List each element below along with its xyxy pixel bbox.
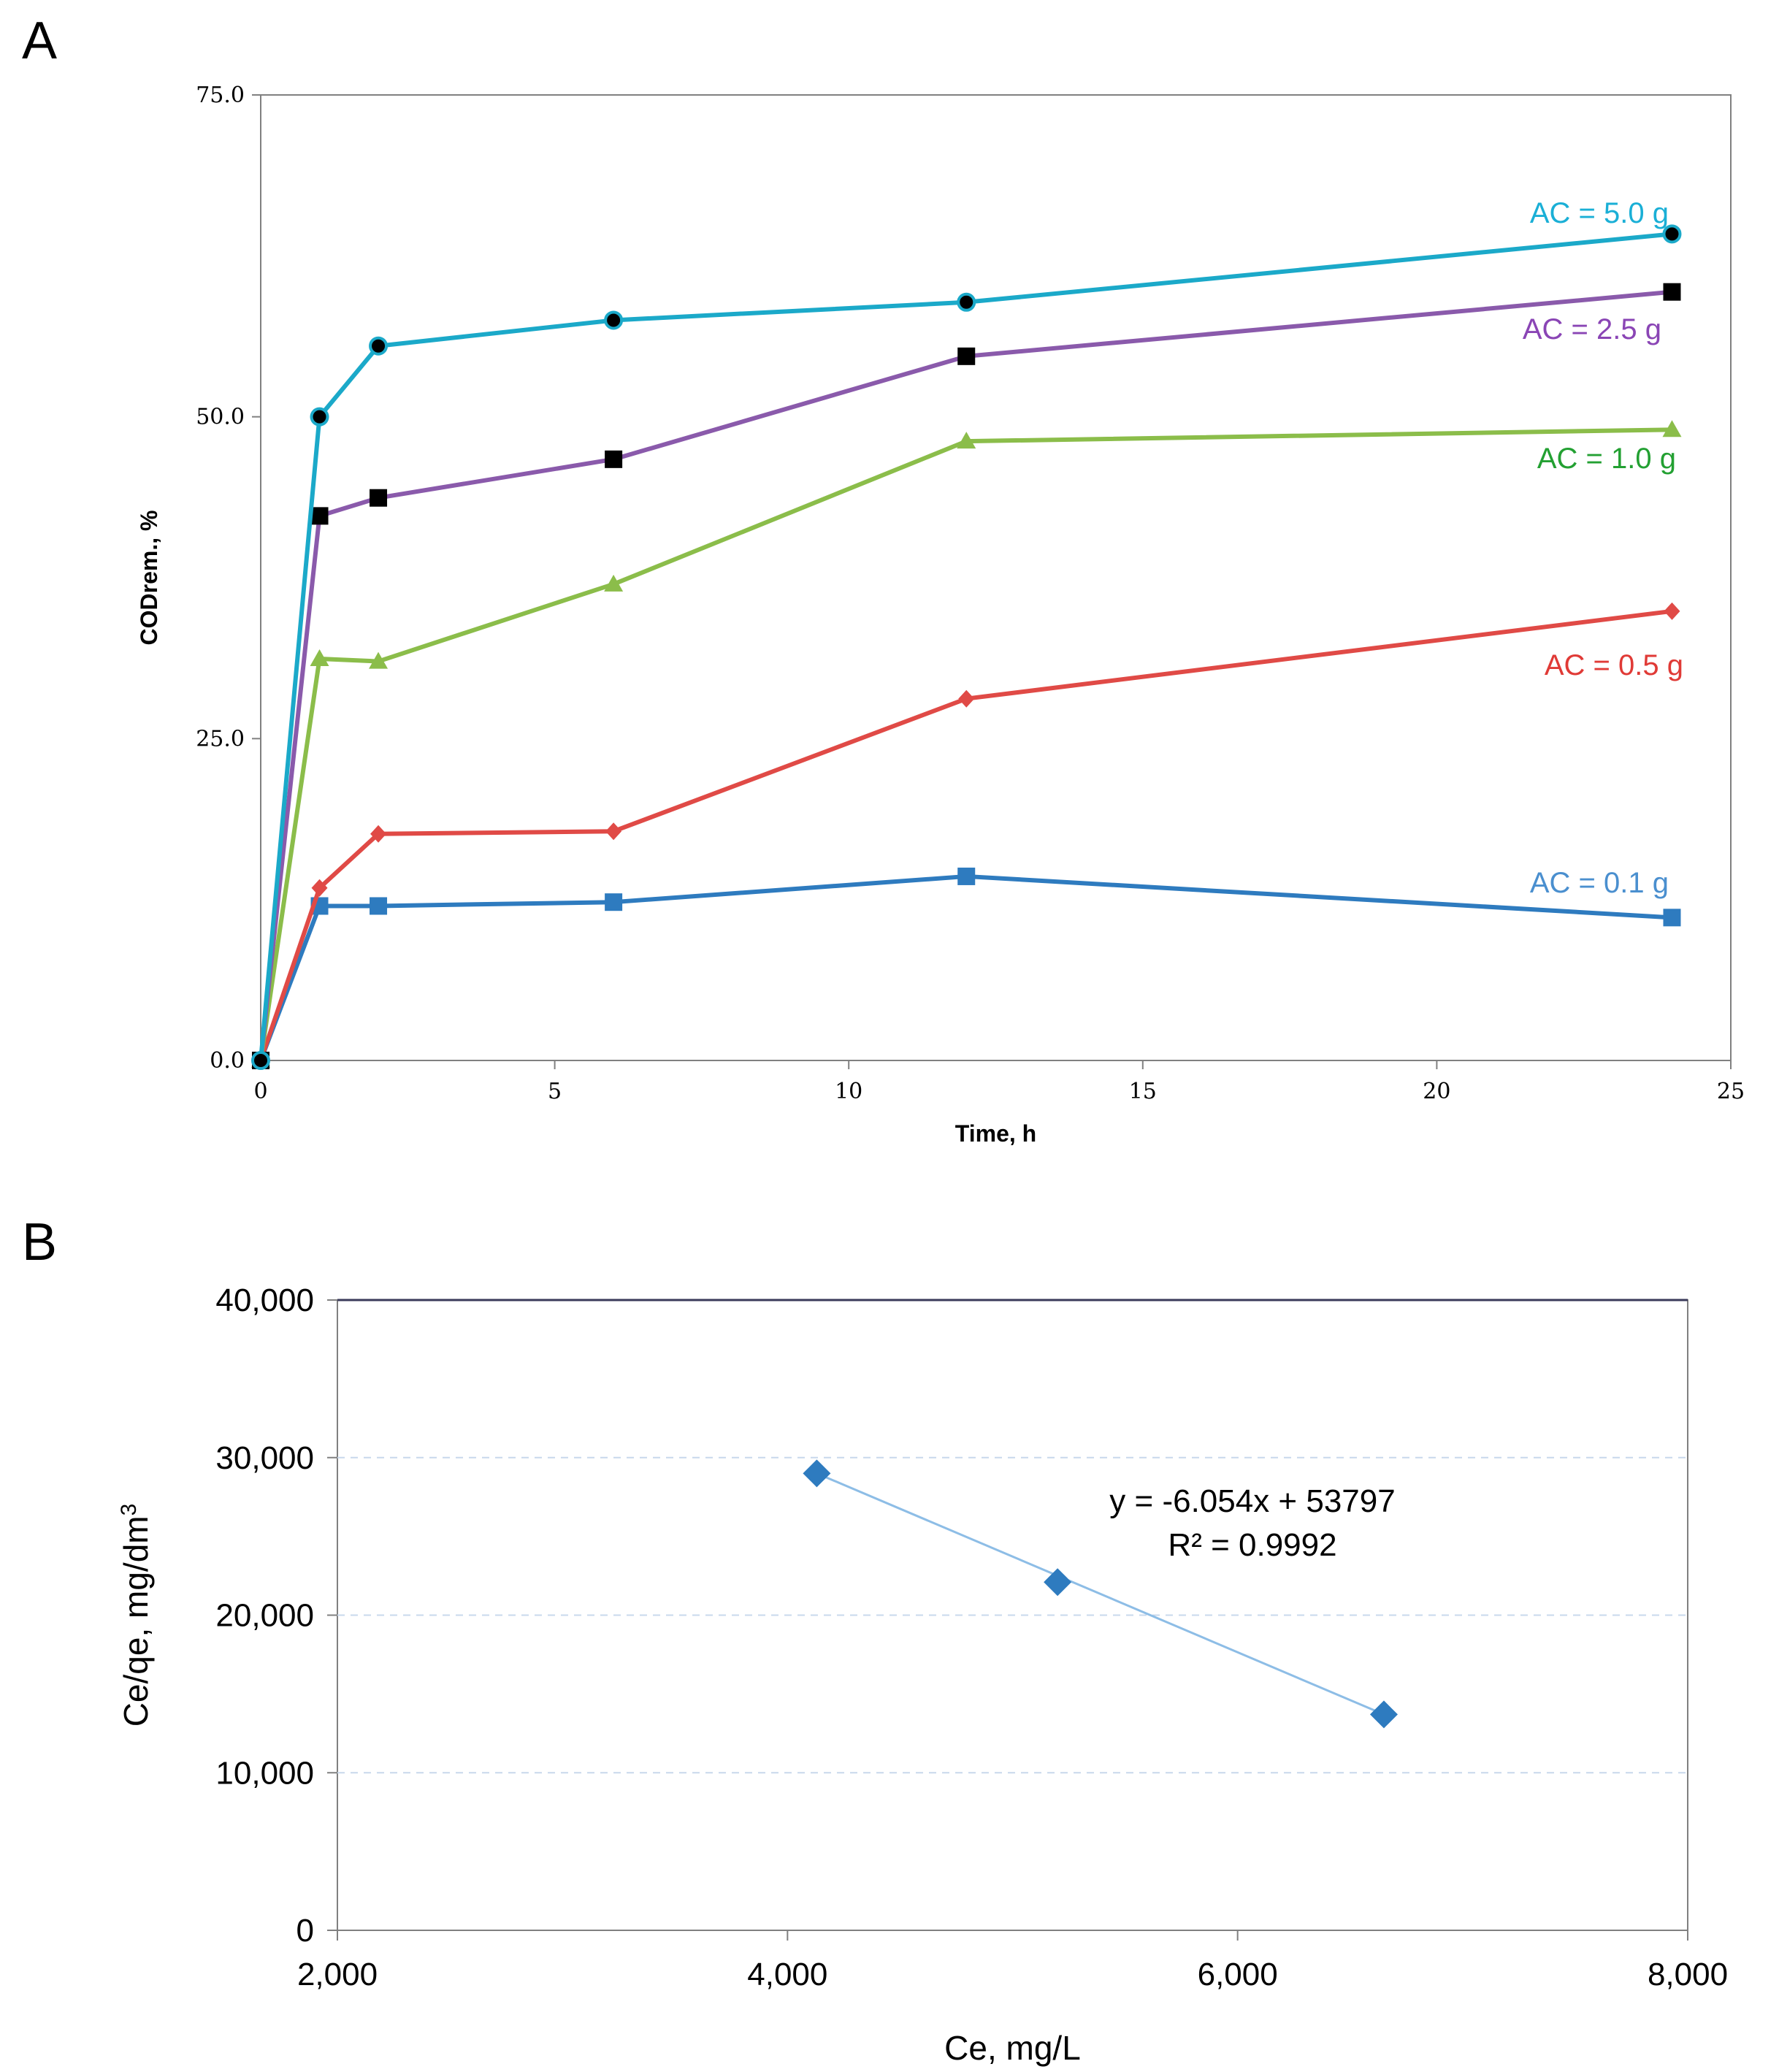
series-line-5	[259, 232, 1672, 1061]
y-tick-label-b: 10,000	[215, 1755, 314, 1791]
x-tick-label-a: 10	[835, 1079, 862, 1104]
data-point-triangle	[604, 574, 624, 592]
data-point-circle	[1662, 224, 1682, 244]
series-line-4	[259, 289, 1672, 1061]
y-axis-title-a: CODrem., %	[136, 511, 162, 646]
y-axis-title-superscript: 3	[117, 1504, 141, 1516]
series-line-2	[259, 608, 1672, 1061]
data-point-diamond	[1664, 602, 1680, 620]
data-point-square	[605, 450, 623, 468]
series-line-3	[259, 427, 1672, 1061]
data-point-circle	[604, 310, 624, 330]
x-tick-label-a: 0	[253, 1079, 267, 1104]
data-point-diamond	[370, 825, 387, 843]
x-tick-label-a: 15	[1129, 1079, 1157, 1104]
data-point-square	[1663, 909, 1681, 927]
data-point-square	[605, 893, 623, 911]
data-point-circle	[957, 292, 976, 312]
data-point-diamond-b	[1369, 1700, 1398, 1729]
y-tick-label-a: 25.0	[196, 726, 245, 752]
data-point-triangle	[957, 432, 976, 449]
data-point-square	[1663, 283, 1681, 301]
x-tick-label-b: 2,000	[297, 1957, 378, 1992]
data-point-circle	[310, 407, 329, 427]
series-label-4: AC = 2.5 g	[1523, 313, 1661, 345]
panel-a-label: A	[22, 12, 57, 70]
data-point-diamond	[958, 689, 975, 708]
x-tick-label-b: 6,000	[1198, 1957, 1278, 1992]
chart-a: 0.0 25.0 50.0 75.0 0 5 10 15 20 25 Time, h CODrem.,…	[136, 83, 1745, 1147]
data-point-diamond	[605, 822, 622, 841]
data-point-triangle	[1662, 420, 1682, 437]
y-tick-label-a: 75.0	[196, 83, 245, 108]
x-tick-label-a: 5	[548, 1079, 562, 1104]
y-tick-label-b: 30,000	[215, 1440, 314, 1476]
y-tick-label-a: 50.0	[196, 405, 245, 430]
data-point-circle	[369, 336, 389, 356]
series-label-1: AC = 0.1 g	[1530, 867, 1669, 899]
series-label-3: AC = 1.0 g	[1537, 443, 1676, 475]
data-point-square	[957, 867, 976, 885]
data-point-diamond	[311, 879, 328, 897]
x-tick-label-b: 8,000	[1648, 1957, 1728, 1992]
y-axis-title-main: Ce/qe, mg/dm	[117, 1515, 155, 1727]
plot-area-a	[260, 94, 1732, 1061]
series-label-5: AC = 5.0 g	[1530, 197, 1669, 229]
trend-line	[816, 1472, 1385, 1716]
data-point-square	[957, 347, 976, 365]
data-point-triangle	[369, 651, 389, 669]
y-axis-title-b: Ce/qe, mg/dm3	[117, 1504, 156, 1727]
x-tick-label-a: 20	[1423, 1079, 1450, 1104]
series-label-2: AC = 0.5 g	[1545, 649, 1683, 681]
series-line-1	[259, 873, 1672, 1062]
data-point-square	[370, 897, 388, 915]
data-point-diamond-b	[803, 1459, 831, 1488]
x-axis-title-b: Ce, mg/L	[944, 2029, 1081, 2067]
data-point-triangle	[310, 649, 329, 667]
y-tick-label-b: 40,000	[215, 1282, 314, 1318]
x-tick-label-b: 4,000	[747, 1957, 827, 1992]
y-tick-label-a: 0.0	[210, 1048, 245, 1074]
y-tick-label-b: 20,000	[215, 1598, 314, 1634]
data-point-square	[370, 489, 388, 507]
chart-b: 0 10,000 20,000 30,000 40,000 2,000 4,000 6,000…	[117, 1282, 1729, 2067]
panel-b-label: B	[22, 1213, 57, 1272]
y-tick-label-b: 0	[296, 1913, 314, 1949]
x-axis-title-a: Time, h	[955, 1120, 1036, 1147]
x-tick-label-a: 25	[1717, 1079, 1745, 1104]
trend-r-squared: R² = 0.9992	[1168, 1527, 1336, 1563]
data-point-square	[310, 507, 329, 525]
data-point-diamond-b	[1044, 1568, 1072, 1597]
data-point-circle	[251, 1051, 270, 1070]
trend-equation: y = -6.054x + 53797	[1109, 1483, 1395, 1519]
